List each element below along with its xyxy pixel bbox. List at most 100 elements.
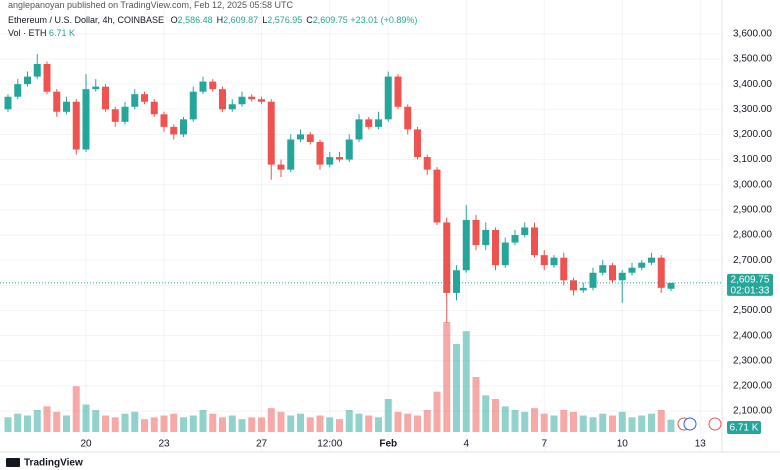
symbol: Ethereum / U.S. Dollar, 4h, COINBASE	[8, 15, 165, 25]
volume-bar	[53, 411, 61, 432]
volume-bar	[511, 410, 519, 432]
candle-body	[306, 134, 314, 142]
volume-bar	[453, 344, 460, 432]
change: +23.01 (+0.89%)	[350, 15, 418, 25]
volume-bar	[492, 399, 499, 432]
volume-legend: Vol · ETH 6.71 K	[8, 28, 75, 38]
volume-bar	[131, 411, 139, 432]
candle-body	[414, 129, 421, 158]
volume-bar	[433, 391, 441, 432]
candle-body	[423, 157, 431, 170]
candle-body	[618, 272, 626, 281]
y-tick-label: 3,500.00	[733, 54, 772, 65]
volume-tag-label: 6.71 K	[730, 423, 759, 434]
countdown: 02:01:33	[731, 286, 770, 297]
volume-bar	[462, 331, 470, 432]
volume-bar	[472, 377, 480, 432]
candle-body	[297, 134, 304, 140]
x-tick-label: 7	[541, 439, 547, 450]
candle-body	[24, 76, 31, 85]
candle-body	[589, 272, 597, 288]
candle-body	[180, 119, 187, 135]
candle-body	[267, 101, 275, 165]
candle-body	[648, 257, 655, 263]
volume-bar	[209, 413, 217, 432]
price-tag-label: 2,609.75	[731, 275, 770, 286]
volume-bar	[394, 411, 402, 432]
candle-body	[501, 242, 509, 266]
candle-body	[209, 81, 217, 90]
volume-bar	[82, 404, 90, 432]
candle-body	[657, 257, 665, 288]
y-tick-label: 3,400.00	[733, 79, 772, 90]
volume-bar	[618, 411, 626, 432]
candle-body	[433, 169, 441, 223]
y-tick-label: 2,100.00	[733, 406, 772, 417]
volume-bar	[589, 417, 597, 432]
candle-body	[492, 230, 499, 266]
y-tick-label: 2,800.00	[733, 230, 772, 241]
candle-body	[82, 89, 90, 150]
volume-bar	[228, 415, 236, 432]
volume-bar	[14, 413, 22, 432]
ohlc-value: 2,576.95	[267, 15, 303, 25]
candle-body	[111, 109, 119, 122]
candle-body	[453, 270, 460, 293]
candle-body	[326, 157, 334, 165]
volume-bar	[43, 406, 51, 432]
candle-body	[482, 230, 490, 246]
candle-body	[472, 219, 480, 246]
volume-bar	[92, 410, 100, 432]
volume-bar	[287, 415, 295, 432]
y-tick-label: 2,200.00	[733, 381, 772, 392]
ohlc-value: 2,586.48	[177, 15, 213, 25]
volume-bar	[384, 399, 392, 432]
volume-bar	[277, 411, 285, 432]
volume-bar	[570, 411, 577, 432]
candle-body	[277, 164, 285, 170]
candle-body	[355, 119, 363, 140]
volume-bar	[550, 415, 558, 432]
volume-bar	[628, 417, 636, 432]
candle-body	[550, 257, 558, 266]
volume-bar	[540, 413, 548, 432]
candle-body	[521, 227, 529, 236]
candle-body	[160, 114, 168, 127]
candle-body	[228, 104, 236, 110]
volume-bar	[111, 417, 119, 432]
volume-bar	[345, 410, 353, 432]
candle-body	[667, 282, 675, 289]
candle-body	[316, 141, 324, 165]
candle-body	[345, 139, 353, 160]
x-tick-label: 12:00	[317, 439, 342, 450]
logo-text: TradingView	[24, 458, 83, 469]
candle-body	[150, 101, 158, 115]
x-tick-label: 13	[695, 439, 707, 450]
y-tick-label: 3,100.00	[733, 154, 772, 165]
y-tick-label: 3,200.00	[733, 129, 772, 140]
volume-bar	[160, 415, 168, 432]
x-tick-label: 4	[463, 439, 469, 450]
volume-bar	[355, 413, 363, 432]
volume-bar	[375, 417, 382, 432]
volume-bar	[24, 415, 31, 432]
legend-line: Ethereum / U.S. Dollar, 4h, COINBASE O2,…	[8, 15, 417, 25]
volume-bar	[199, 410, 207, 432]
volume-bar	[238, 419, 246, 432]
price-tag	[727, 273, 773, 296]
candle-body	[14, 84, 22, 97]
candle-body	[560, 257, 568, 281]
volume-bar	[560, 410, 568, 432]
ohlc-key: H	[216, 15, 224, 25]
volume-bar	[63, 415, 70, 432]
plot: 2,100.00 2,200.00 2,300.00 2,400.00 2,500.00…	[0, 0, 773, 452]
x-tick-label: 10	[617, 439, 629, 450]
candle-body	[384, 76, 392, 120]
y-tick-label: 2,500.00	[733, 305, 772, 316]
y-tick-label: 3,300.00	[733, 104, 772, 115]
volume-title: Vol · ETH	[8, 28, 47, 38]
volume-bar	[306, 417, 314, 432]
publisher: anglepanoyan published on TradingView.co…	[8, 0, 294, 10]
ohlc-key: L	[262, 15, 268, 25]
volume-bar	[121, 413, 129, 432]
